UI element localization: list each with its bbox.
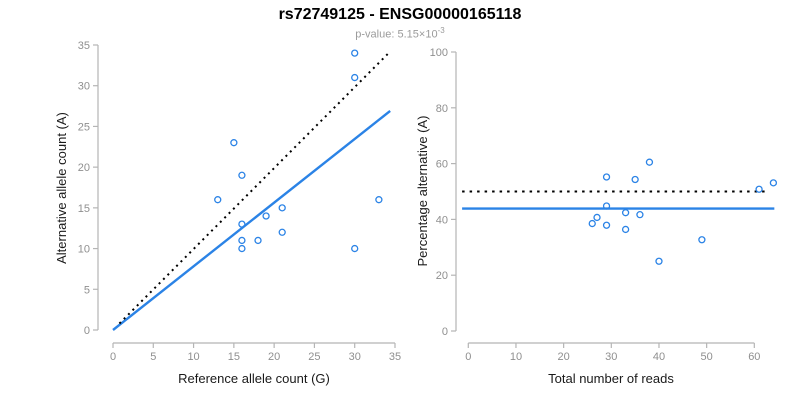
y-tick-label: 10 xyxy=(78,244,90,256)
x-tick-label: 25 xyxy=(308,351,320,363)
data-point xyxy=(602,173,611,181)
data-point xyxy=(602,221,611,229)
x-tick-label: 20 xyxy=(558,351,570,363)
data-point xyxy=(254,236,262,245)
p-value-exponent: -3 xyxy=(437,26,445,35)
data-point xyxy=(769,179,778,187)
data-point xyxy=(278,228,286,236)
y-tick-label: 0 xyxy=(442,326,448,338)
data-point xyxy=(262,212,270,220)
data-point xyxy=(593,213,601,222)
scatter-panel-percentage: 0 10 20 30 40 50 60 0 20 40 60 80 100 xyxy=(430,47,778,363)
y-tick-label: 60 xyxy=(436,159,448,171)
x-tick-label: 0 xyxy=(465,351,471,363)
y-tick-label: 20 xyxy=(78,162,90,174)
data-point xyxy=(238,244,246,253)
data-point xyxy=(645,158,654,166)
x-tick-label: 20 xyxy=(268,351,280,363)
y-tick-label: 15 xyxy=(78,203,90,215)
right-x-axis-title: Total number of reads xyxy=(548,371,674,386)
data-point xyxy=(755,185,763,193)
data-point xyxy=(351,244,359,253)
data-point xyxy=(375,196,383,204)
y-tick-label: 80 xyxy=(436,103,448,115)
y-tick-label: 40 xyxy=(436,214,448,226)
x-tick-label: 50 xyxy=(701,351,713,363)
data-point xyxy=(602,202,611,210)
data-point xyxy=(655,257,663,265)
y-tick-label: 100 xyxy=(430,47,448,59)
data-point xyxy=(238,220,246,228)
y-tick-label: 5 xyxy=(84,284,90,296)
data-point xyxy=(636,211,644,219)
x-tick-label: 10 xyxy=(187,351,199,363)
y-tick-label: 35 xyxy=(78,40,90,52)
x-tick-label: 15 xyxy=(228,351,240,363)
identity-line xyxy=(118,53,389,325)
fitted-ratio-line xyxy=(112,110,391,331)
data-point xyxy=(588,219,596,228)
right-y-axis-title: Percentage alternative (A) xyxy=(415,115,430,266)
x-tick-label: 35 xyxy=(389,351,401,363)
data-point xyxy=(351,73,359,82)
data-point xyxy=(351,49,359,57)
p-value-mantissa: 5.15 xyxy=(397,28,419,41)
data-point xyxy=(278,204,286,212)
x-tick-label: 30 xyxy=(349,351,361,363)
data-point xyxy=(230,139,238,147)
p-value-prefix: p-value: xyxy=(355,28,398,41)
y-tick-label: 0 xyxy=(84,325,90,337)
x-tick-label: 5 xyxy=(150,351,156,363)
x-tick-label: 0 xyxy=(110,351,116,363)
left-x-axis-title: Reference allele count (G) xyxy=(178,371,330,386)
y-tick-label: 30 xyxy=(78,81,90,93)
x-tick-label: 60 xyxy=(748,351,760,363)
data-point xyxy=(214,196,222,204)
chart-title: rs72749125 - ENSG00000165118 xyxy=(278,6,522,23)
scatter-panel-counts: 0 5 10 15 20 25 30 35 0 5 10 15 20 25 30 35 xyxy=(78,40,401,363)
x-tick-label: 10 xyxy=(510,351,522,363)
y-tick-label: 20 xyxy=(436,270,448,282)
x-tick-label: 30 xyxy=(605,351,617,363)
data-point xyxy=(238,236,246,245)
data-point xyxy=(621,225,630,234)
data-point xyxy=(621,209,630,217)
chart-subtitle: p-value: 5.15×10-3 xyxy=(0,26,800,41)
p-value-times-base: ×10 xyxy=(418,28,438,41)
x-tick-label: 40 xyxy=(653,351,665,363)
left-y-axis-title: Alternative allele count (A) xyxy=(54,112,69,264)
data-point xyxy=(631,175,639,184)
y-tick-label: 25 xyxy=(78,121,90,133)
data-point xyxy=(238,171,246,179)
data-point xyxy=(698,236,706,244)
